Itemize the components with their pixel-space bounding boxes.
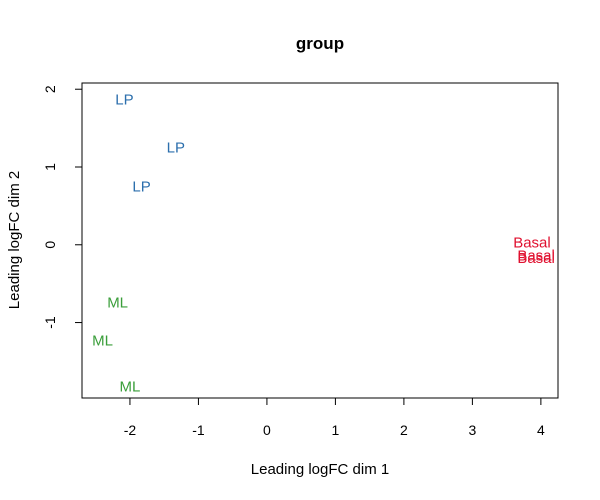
scatter-point-label-lp-1: LP: [115, 91, 133, 108]
x-axis-label: Leading logFC dim 1: [251, 461, 389, 478]
scatter-point-label-ml-7: ML: [107, 294, 128, 311]
scatter-point-label-basal-5: Basal: [517, 248, 555, 265]
scatter-point-label-ml-8: ML: [92, 332, 113, 349]
x-tick-label: 1: [332, 422, 340, 438]
y-tick-label: 2: [42, 85, 58, 93]
x-tick-label: 2: [400, 422, 408, 438]
plot-area-frame: [81, 82, 559, 399]
y-tick-label: 1: [42, 163, 58, 171]
scatter-point-label-basal-6: Basal: [517, 250, 555, 267]
y-axis: -1 0 1 2: [42, 85, 83, 329]
x-axis: -2 -1 0 1 2 3 4: [124, 397, 545, 438]
x-tick-label: -2: [124, 422, 137, 438]
chart-title: group: [296, 34, 344, 53]
x-tick-label: 0: [263, 422, 271, 438]
scatter-point-label-basal-4: Basal: [513, 234, 551, 251]
scatter-point-label-lp-3: LP: [132, 178, 150, 195]
scatter-point-label-lp-2: LP: [167, 140, 185, 157]
x-tick-label: -1: [192, 422, 205, 438]
x-tick-label: 4: [537, 422, 545, 438]
y-tick-label: 0: [42, 241, 58, 249]
y-axis-label: Leading logFC dim 2: [6, 171, 23, 309]
y-tick-label: -1: [42, 316, 58, 329]
x-tick-label: 3: [468, 422, 476, 438]
scatter-point-label-ml-9: ML: [120, 378, 141, 395]
